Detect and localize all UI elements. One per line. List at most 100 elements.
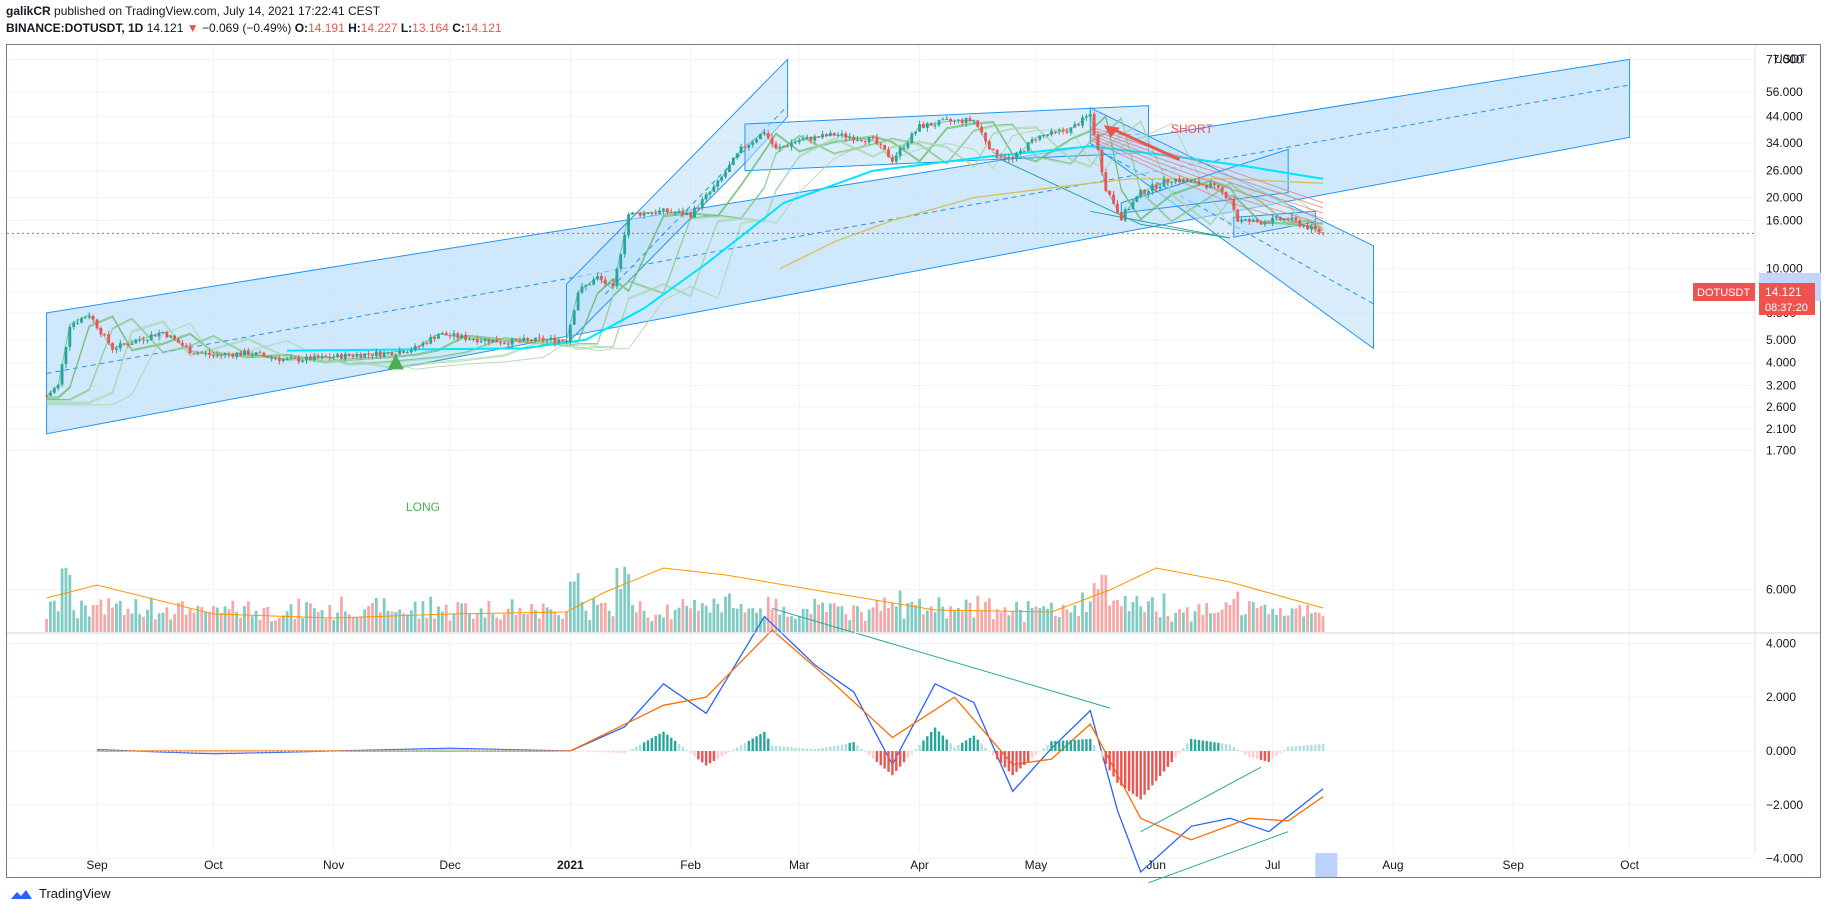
volume-bar <box>367 606 370 632</box>
candle-body <box>460 334 464 338</box>
candle-body <box>382 352 386 357</box>
macd-histogram-bar <box>879 751 882 766</box>
macd-histogram-bar <box>413 749 417 751</box>
candle-body <box>1096 134 1100 150</box>
macd-histogram-bar <box>681 747 685 751</box>
candle-body <box>52 388 56 393</box>
candle-body <box>1092 114 1096 135</box>
candle-body <box>452 333 456 336</box>
volume-bar <box>728 593 731 632</box>
candle-body <box>80 318 83 323</box>
candle-body <box>863 141 867 143</box>
macd-histogram-bar <box>743 743 747 751</box>
candle-body <box>1317 229 1321 233</box>
macd-histogram-bar <box>510 749 514 751</box>
macd-histogram-bar <box>115 750 118 751</box>
volume-bar <box>1290 608 1294 632</box>
candle-body <box>592 279 596 285</box>
macd-histogram-bar <box>336 750 339 752</box>
volume-bar <box>712 598 716 632</box>
macd-histogram-bar <box>1023 751 1026 766</box>
macd-histogram-bar <box>1290 746 1294 751</box>
candle-body <box>700 199 704 208</box>
macd-histogram-bar <box>848 742 851 751</box>
candle-body <box>103 334 107 336</box>
candle-body <box>1015 153 1018 159</box>
macd-histogram-bar <box>615 751 619 753</box>
volume-bar <box>1189 621 1193 632</box>
macd-histogram-bar <box>875 751 879 762</box>
candle-body <box>499 342 502 344</box>
volume-bar <box>1294 608 1298 632</box>
macd-histogram-bar <box>185 751 188 753</box>
volume-bar <box>662 617 665 632</box>
volume-bar <box>844 614 848 632</box>
author[interactable]: galikCR <box>6 4 51 18</box>
volume-bar <box>99 599 103 632</box>
volume-bar <box>479 608 483 632</box>
volume-bar <box>231 600 235 632</box>
volume-bar <box>871 607 875 632</box>
volume-bar <box>188 608 192 632</box>
candle-body <box>1201 184 1205 186</box>
candle-body <box>797 140 801 143</box>
candle-body <box>1077 124 1081 126</box>
candle-body <box>347 353 351 356</box>
macd-histogram-bar <box>351 750 355 752</box>
publish-line: galikCR published on TradingView.com, Ju… <box>6 4 380 18</box>
volume-bar <box>142 616 145 632</box>
candle-body <box>1193 180 1197 182</box>
candle-body <box>918 124 921 132</box>
macd-histogram-bar <box>1108 751 1111 771</box>
green-trendline-1 <box>993 155 1141 225</box>
volume-bar <box>522 613 526 632</box>
volume-bar <box>1123 595 1127 632</box>
volume-bar <box>1104 574 1108 632</box>
volume-bar <box>1081 592 1084 632</box>
macd-histogram-bar <box>204 751 207 754</box>
candle-body <box>126 344 130 346</box>
macd-histogram-bar <box>953 747 956 751</box>
chart-frame[interactable] <box>6 44 1821 878</box>
macd-histogram-bar <box>429 748 432 751</box>
macd-histogram-bar <box>441 748 444 751</box>
macd-histogram-bar <box>670 737 673 751</box>
candle-body <box>258 352 262 354</box>
volume-bar <box>45 618 48 632</box>
volume-bar <box>161 612 165 632</box>
macd-histogram-bar <box>798 747 801 751</box>
candle-body <box>887 149 890 158</box>
tradingview-logo[interactable]: TradingView <box>8 886 111 901</box>
volume-bar <box>138 614 142 632</box>
volume-bar <box>1228 604 1232 632</box>
candle-body <box>1139 189 1143 197</box>
macd-histogram-bar <box>173 751 176 753</box>
price-change: −0.069 (−0.49%) <box>201 21 292 35</box>
volume-bar <box>95 604 99 632</box>
candle-body <box>906 142 910 148</box>
volume-bar <box>208 611 211 632</box>
macd-histogram-bar <box>1015 751 1018 772</box>
x-tick-label: Mar <box>789 858 810 872</box>
candle-body <box>1042 135 1046 137</box>
candle-body <box>743 146 747 148</box>
macd-histogram-bar <box>949 743 952 751</box>
volume-bar <box>1298 605 1302 632</box>
volume-bar <box>863 620 867 632</box>
macd-histogram-bar <box>200 751 203 754</box>
volume-bar <box>452 613 456 632</box>
macd-histogram-bar <box>646 740 650 751</box>
volume-bar <box>49 601 52 632</box>
macd-histogram-bar <box>1046 744 1049 751</box>
candle-body <box>118 343 122 349</box>
macd-divergence-line-2 <box>1140 766 1262 833</box>
candle-body <box>378 351 382 357</box>
macd-histogram-bar <box>817 748 820 751</box>
volume-bar <box>576 573 580 632</box>
candle-body <box>1166 179 1170 183</box>
candle-body <box>623 235 627 255</box>
volume-bar <box>274 620 277 632</box>
volume-bar <box>596 604 599 632</box>
candle-body <box>196 352 200 354</box>
